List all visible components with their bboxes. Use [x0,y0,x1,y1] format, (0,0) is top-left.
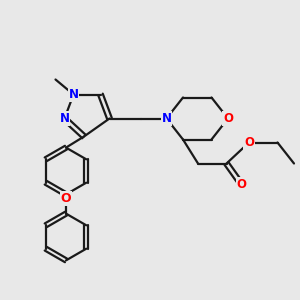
Text: O: O [244,136,254,149]
Text: N: N [68,88,79,101]
Text: N: N [161,112,172,125]
Text: O: O [236,178,247,191]
Text: N: N [59,112,70,125]
Text: O: O [223,112,233,125]
Text: O: O [61,192,71,205]
